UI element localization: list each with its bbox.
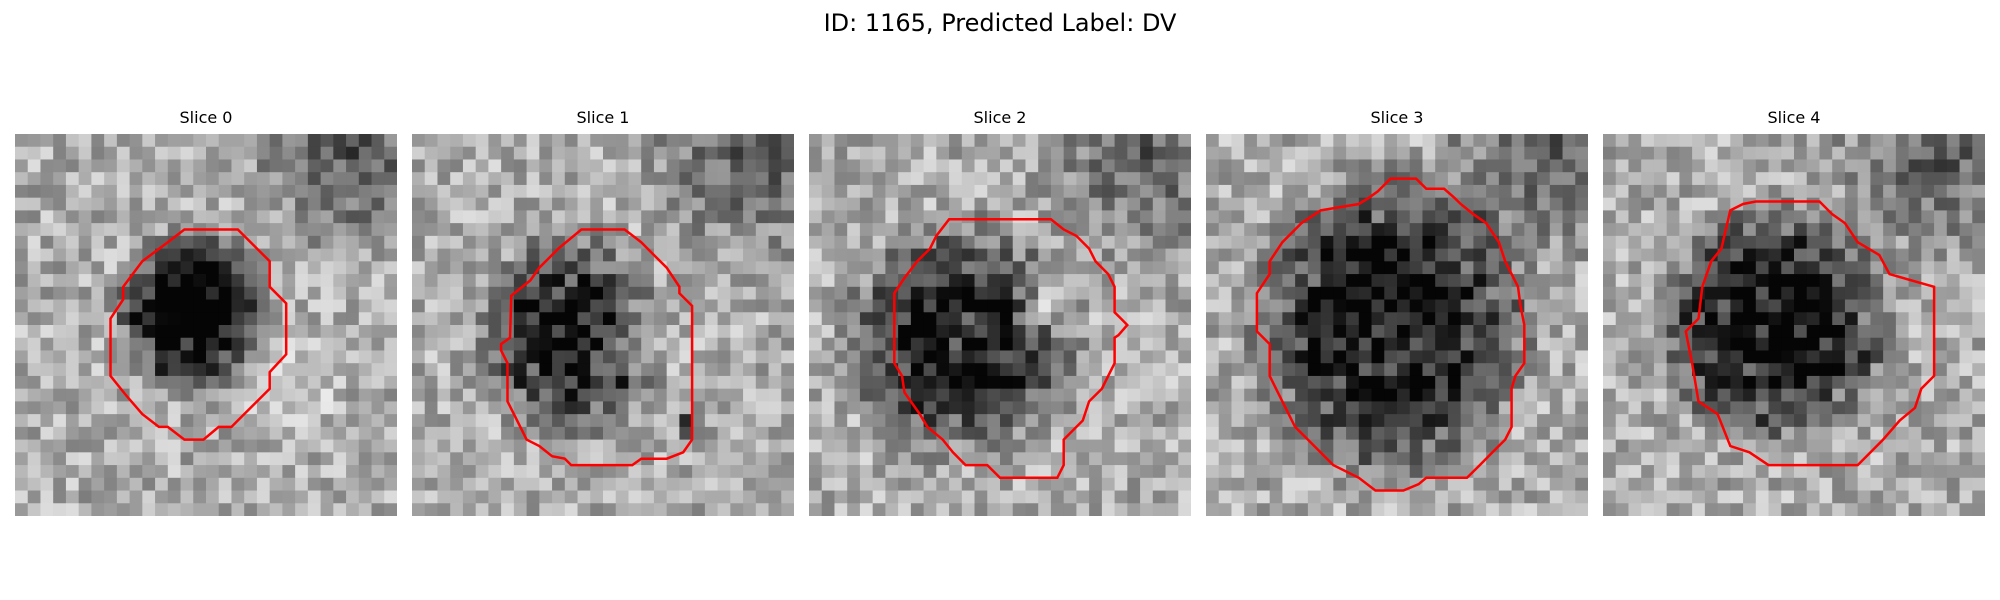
slice-svg-2 [809, 134, 1191, 516]
slice-image-2 [809, 134, 1191, 516]
segmentation-contour-3 [1255, 177, 1526, 492]
slice-panel-4: Slice 4 [1603, 108, 1985, 516]
segmentation-contour-2 [893, 218, 1130, 480]
segmentation-contour-0 [109, 228, 288, 441]
slice-panel-2: Slice 2 [809, 108, 1191, 516]
slice-panel-1: Slice 1 [412, 108, 794, 516]
slice-image-1 [412, 134, 794, 516]
slice-image-0 [15, 134, 397, 516]
slice-svg-0 [15, 134, 397, 516]
segmentation-contour-1 [499, 228, 694, 467]
slice-svg-1 [412, 134, 794, 516]
slice-panel-0: Slice 0 [15, 108, 397, 516]
slice-title-0: Slice 0 [179, 108, 233, 127]
slice-svg-4 [1603, 134, 1985, 516]
slice-image-4 [1603, 134, 1985, 516]
slice-title-1: Slice 1 [576, 108, 630, 127]
slice-title-2: Slice 2 [973, 108, 1027, 127]
figure-title: ID: 1165, Predicted Label: DV [823, 9, 1177, 37]
slice-svg-3 [1206, 134, 1588, 516]
slice-image-3 [1206, 134, 1588, 516]
slice-title-3: Slice 3 [1370, 108, 1424, 127]
segmentation-contour-4 [1684, 200, 1936, 467]
slice-panel-3: Slice 3 [1206, 108, 1588, 516]
slice-title-4: Slice 4 [1767, 108, 1821, 127]
